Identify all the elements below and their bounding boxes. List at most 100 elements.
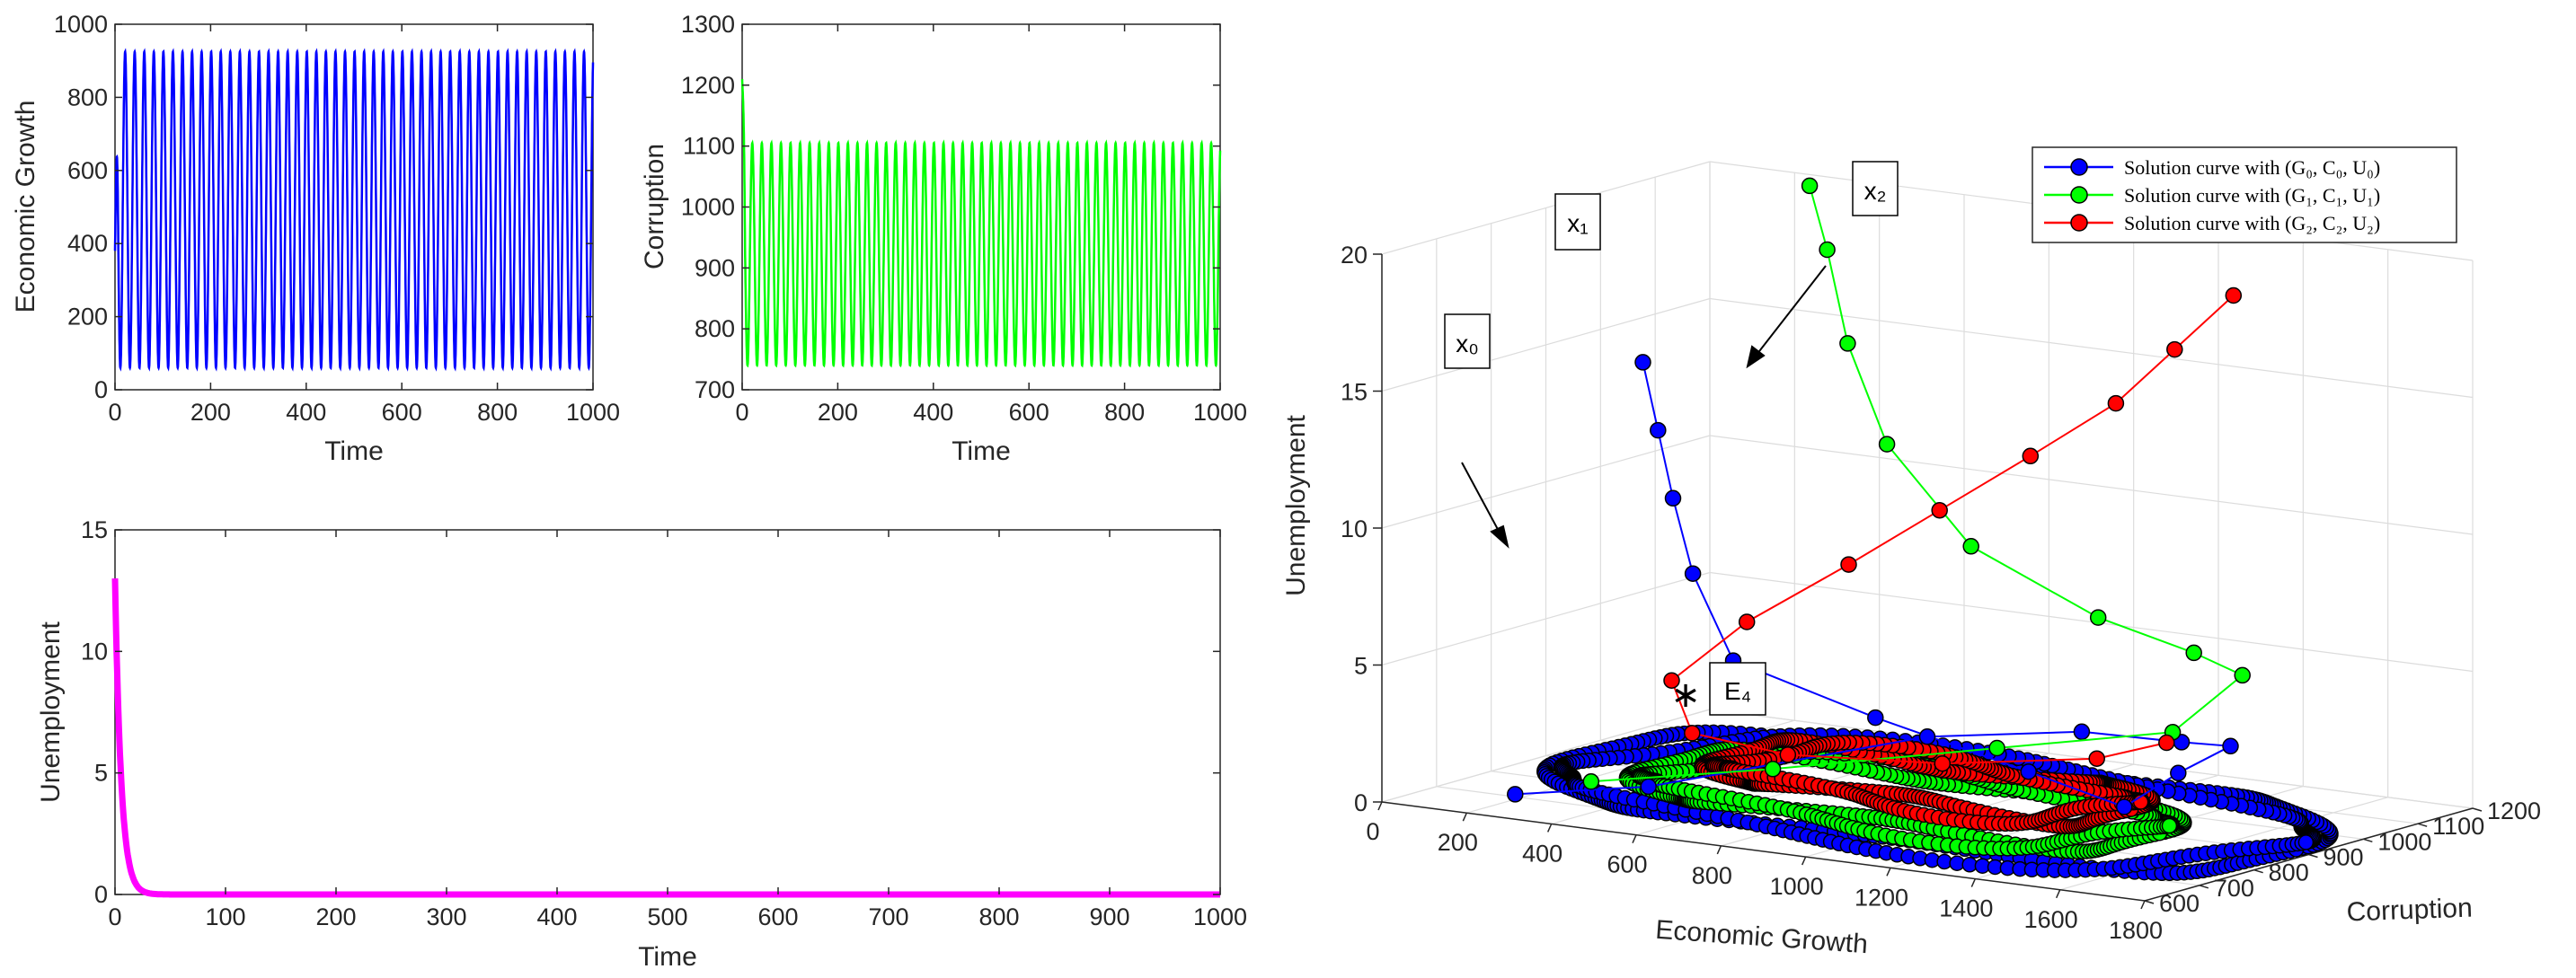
phase3d-ytick-label: 1100 <box>2432 813 2484 840</box>
phase3d-ztick-label: 20 <box>1341 242 1368 269</box>
transient-marker-red <box>1738 613 1756 630</box>
phase3d-xtick-label: 0 <box>1366 818 1379 845</box>
transient-marker-blue <box>2170 764 2187 782</box>
phase3d-ytick-label: 1000 <box>2377 828 2431 855</box>
unemployment-ytick-label: 10 <box>81 638 108 665</box>
unemployment-xtick-label: 1000 <box>1193 903 1247 930</box>
corruption-xtick-label: 200 <box>818 399 858 426</box>
corruption-chart: 0 200 400 600 800 1000 700 800 900 1000 1100 1200 13… <box>640 11 1247 466</box>
transient-red <box>1663 286 2243 772</box>
unemployment-ticks: 0 100 200 300 400 500 600 700 800 900 1000 0 5 10 15 <box>81 516 1247 930</box>
phase3d-xtick-label: 1200 <box>1855 884 1908 911</box>
unemployment-axes-box <box>114 529 1221 895</box>
growth-xlabel: Time <box>324 436 384 466</box>
transient-marker-green <box>2185 644 2202 662</box>
growth-xtick-label: 200 <box>190 399 231 426</box>
legend-label-blue: Solution curve with (G₀, C₀, U₀) <box>2124 156 2380 179</box>
transient-marker-green <box>1582 773 1600 790</box>
corruption-ytick-label: 1200 <box>681 72 735 99</box>
phase3d-xtick-label: 800 <box>1692 862 1732 889</box>
transient-marker-blue <box>1684 565 1702 582</box>
transient-marker-blue <box>2222 737 2239 755</box>
transient-marker-green <box>2089 609 2107 626</box>
corruption-ytick-label: 900 <box>695 254 735 281</box>
equilibrium-marker: ∗ <box>1670 674 1701 716</box>
unemployment-xtick-label: 100 <box>205 903 245 930</box>
transient-marker-green <box>1962 538 1979 555</box>
phase3d-xtick-label: 1800 <box>2109 917 2163 944</box>
legend-label-green: Solution curve with (G₁, C₁, U₁) <box>2124 184 2380 207</box>
transient-marker-blue <box>2115 798 2133 815</box>
transient-marker-red <box>2107 394 2125 412</box>
sidewall-gridline-z <box>1381 435 1711 529</box>
unemployment-xtick-label: 400 <box>536 903 577 930</box>
corruption-xtick-label: 400 <box>913 399 953 426</box>
phase3d-xtick-mark <box>1462 812 1468 822</box>
phase3d-xtick-mark <box>2140 900 2146 910</box>
growth-xtick-label: 1000 <box>566 399 620 426</box>
annotation-x0-text: x₀ <box>1456 330 1479 357</box>
phase3d-ytick-mark <box>2363 838 2373 843</box>
growth-xtick-label: 0 <box>108 399 121 426</box>
unemployment-xtick-label: 800 <box>978 903 1019 930</box>
unemployment-ytick-label: 0 <box>94 881 108 908</box>
transient-marker-red <box>1931 501 1948 519</box>
unemployment-ylabel: Unemployment <box>36 621 66 802</box>
transient-marker-blue <box>1867 709 1884 727</box>
corruption-xtick-label: 0 <box>735 399 748 426</box>
transient-marker-blue <box>1507 786 1524 803</box>
phase3d-ytick-label: 700 <box>2214 875 2254 902</box>
annotation-x1-text: x₁ <box>1567 209 1588 237</box>
transient-blue <box>1507 354 2239 815</box>
growth-ytick-label: 600 <box>67 157 108 184</box>
corruption-xtick-label: 600 <box>1009 399 1049 426</box>
annotation-x2: x₂ <box>1852 161 1899 216</box>
legend-marker-blue <box>2070 158 2088 176</box>
growth-ylabel: Economic Growth <box>11 101 40 313</box>
corruption-ytick-label: 1000 <box>681 194 735 221</box>
growth-ytick-label: 800 <box>67 84 108 110</box>
corruption-ticks: 0 200 400 600 800 1000 700 800 900 1000 1100 1200 13… <box>681 11 1247 426</box>
legend-marker-green <box>2070 186 2088 204</box>
transient-marker-green <box>2234 666 2251 684</box>
phase3d-xtick-label: 1400 <box>1939 895 1993 922</box>
legend-entry-green: Solution curve with (G₁, C₁, U₁) <box>2044 184 2380 207</box>
growth-ytick-label: 1000 <box>54 11 108 38</box>
cycle-marker-blue <box>2297 834 2315 850</box>
phase3d-ytick-mark <box>2472 807 2483 812</box>
phase3d-xtick-label: 1000 <box>1770 873 1824 900</box>
corruption-ytick-label: 1300 <box>681 11 735 38</box>
phase3d-grid <box>1381 161 2474 902</box>
phase3d-xtick-mark <box>1546 824 1553 833</box>
transient-marker-blue <box>2073 723 2091 741</box>
growth-xtick-label: 400 <box>286 399 326 426</box>
transient-marker-blue <box>1640 778 1657 796</box>
phase3d-xtick-label: 400 <box>1522 840 1562 867</box>
legend-entry-red: Solution curve with (G₂, C₂, U₂) <box>2044 212 2380 234</box>
phase3d-ytick-mark <box>2199 885 2209 889</box>
phase3d-ytick-label: 800 <box>2269 859 2309 886</box>
transient-marker-red <box>1779 746 1797 763</box>
unemployment-xtick-label: 500 <box>647 903 687 930</box>
phase3d-xtick-label: 600 <box>1607 851 1647 878</box>
phase3d-xtick-mark <box>1716 845 1722 855</box>
phase3d-ytick-label: 1200 <box>2487 797 2541 824</box>
corruption-series <box>740 79 1222 368</box>
sidewall-gridline-z <box>1381 297 1711 392</box>
sidewall-gridline-z <box>1381 161 1711 255</box>
sidewall-gridline-z <box>1381 571 1711 666</box>
phase3d-chart: 0 200 400 600 800 1000 1200 1400 1600 18006007008… <box>1281 146 2541 959</box>
transient-marker-green <box>1801 177 1819 195</box>
phase3d-ticks: 0 200 400 600 800 1000 1200 1400 1600 18006007008… <box>1341 242 2541 944</box>
corruption-xtick-label: 1000 <box>1193 399 1247 426</box>
phase3d-ytick-label: 600 <box>2159 890 2200 917</box>
growth-line <box>113 48 595 372</box>
unemployment-xtick-label: 0 <box>108 903 121 930</box>
phase3d-xlabel: Economic Growth <box>1654 915 1868 959</box>
corruption-xlabel: Time <box>952 436 1011 466</box>
transient-marker-red <box>2022 447 2040 465</box>
phase3d-ylabel: Corruption <box>2346 894 2473 928</box>
unemployment-chart: 0 100 200 300 400 500 600 700 800 900 1000 0 5 10 15 T… <box>36 516 1247 972</box>
transient-marker-blue <box>1664 489 1682 507</box>
